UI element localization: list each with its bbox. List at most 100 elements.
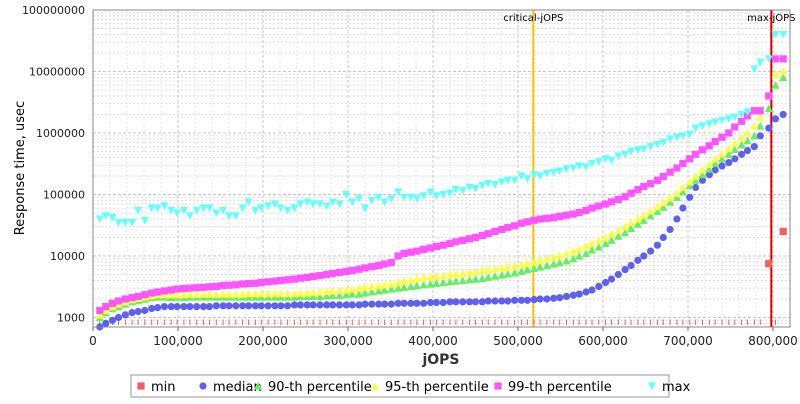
data-point-99-th-percentile xyxy=(595,202,603,210)
data-point-max xyxy=(192,206,201,215)
data-point-95-th-percentile xyxy=(95,310,104,319)
data-point-median xyxy=(504,297,512,305)
data-point-median xyxy=(368,300,376,308)
data-point-max xyxy=(779,30,788,39)
reference-line-label: max-jOPS xyxy=(747,13,795,24)
data-point-95-th-percentile xyxy=(296,288,305,297)
data-point-median xyxy=(148,304,156,313)
data-point-max xyxy=(594,158,603,166)
data-point-90-th-percentile xyxy=(587,245,597,254)
y-tick-label: 1000000 xyxy=(36,127,85,140)
data-point-median xyxy=(640,252,648,260)
data-point-90-th-percentile xyxy=(569,254,578,263)
legend-item-median: median xyxy=(199,380,262,395)
data-point-90-th-percentile xyxy=(503,269,512,278)
legend-label-max: max xyxy=(662,380,691,395)
data-point-median xyxy=(121,311,129,319)
data-point-max xyxy=(569,164,578,173)
data-point-median xyxy=(180,303,188,311)
data-point-99-th-percentile xyxy=(407,248,415,256)
data-point-max xyxy=(601,155,610,163)
data-point-99-th-percentile xyxy=(102,303,110,311)
data-point-99-th-percentile xyxy=(193,284,201,292)
data-point-max xyxy=(354,195,364,203)
data-point-95-th-percentile xyxy=(394,278,403,287)
data-point-95-th-percentile xyxy=(478,266,487,275)
data-point-max xyxy=(705,120,714,129)
data-point-99-th-percentile xyxy=(523,218,531,226)
data-point-99-th-percentile xyxy=(491,227,499,236)
data-point-90-th-percentile xyxy=(555,258,564,267)
data-point-median xyxy=(498,297,506,305)
data-point-median xyxy=(173,303,181,311)
data-point-99-th-percentile xyxy=(316,272,324,280)
data-point-max xyxy=(412,195,421,203)
data-point-99-th-percentile xyxy=(731,123,739,131)
data-point-99-th-percentile xyxy=(673,164,681,172)
data-point-99-th-percentile xyxy=(536,215,544,223)
data-points xyxy=(95,30,788,331)
data-point-95-th-percentile xyxy=(517,260,526,269)
data-point-max xyxy=(419,192,428,200)
data-point-99-th-percentile xyxy=(543,214,551,222)
data-point-median xyxy=(582,288,590,296)
data-point-max xyxy=(717,116,727,125)
data-point-99-th-percentile xyxy=(167,286,175,294)
data-point-95-th-percentile xyxy=(283,289,292,298)
data-point-median xyxy=(756,132,764,140)
data-point-90-th-percentile xyxy=(678,187,687,196)
data-point-median xyxy=(114,313,123,322)
data-point-90-th-percentile xyxy=(530,264,539,272)
data-point-median xyxy=(556,294,564,302)
data-point-max xyxy=(465,183,474,192)
data-point-95-th-percentile xyxy=(581,241,591,250)
data-point-90-th-percentile xyxy=(465,275,474,284)
data-point-99-th-percentile xyxy=(750,107,758,115)
data-point-99-th-percentile xyxy=(666,168,674,176)
data-point-median xyxy=(750,143,758,151)
x-tick-label: 200,000 xyxy=(238,334,288,348)
data-point-99-th-percentile xyxy=(738,117,746,125)
data-point-95-th-percentile xyxy=(426,272,435,281)
data-point-95-th-percentile xyxy=(328,286,337,295)
data-point-99-th-percentile xyxy=(309,272,317,280)
legend-label-90-th-percentile: 90-th percentile xyxy=(268,380,372,395)
data-point-median xyxy=(141,306,149,315)
data-point-95-th-percentile xyxy=(451,269,461,278)
data-point-max xyxy=(432,192,441,200)
data-point-99-th-percentile xyxy=(718,133,726,141)
data-point-max xyxy=(562,165,571,174)
data-point-99-th-percentile xyxy=(452,238,460,246)
data-point-max xyxy=(296,200,305,209)
plot-area-frame xyxy=(92,9,791,328)
data-point-99-th-percentile xyxy=(141,291,149,299)
data-point-max xyxy=(614,152,623,161)
data-point-median xyxy=(193,303,201,311)
data-point-99-th-percentile xyxy=(335,268,344,276)
data-point-99-th-percentile xyxy=(426,244,434,252)
data-point-median xyxy=(562,292,571,300)
data-point-99-th-percentile xyxy=(647,180,655,188)
data-point-99-th-percentile xyxy=(128,294,136,302)
data-point-median xyxy=(536,295,544,303)
data-point-median xyxy=(686,193,694,201)
data-point-max xyxy=(575,162,584,171)
data-point-max xyxy=(179,206,189,215)
data-point-max xyxy=(555,167,564,176)
data-point-median xyxy=(128,309,136,317)
reference-line-label: critical-jOPS xyxy=(503,13,563,24)
data-point-95-th-percentile xyxy=(173,290,182,299)
data-point-median xyxy=(725,159,733,167)
y-axis-label: Response time, usec xyxy=(13,101,28,235)
legend-item-min: min xyxy=(137,380,176,395)
data-point-median xyxy=(705,171,713,179)
data-point-median xyxy=(323,301,331,309)
data-point-99-th-percentile xyxy=(375,261,383,270)
data-point-99-th-percentile xyxy=(342,267,350,276)
data-point-99-th-percentile xyxy=(705,142,713,150)
y-tick-label: 100000 xyxy=(43,189,85,202)
series-max xyxy=(95,30,788,227)
data-point-min xyxy=(765,260,773,268)
data-point-max xyxy=(121,218,130,227)
data-point-max xyxy=(484,180,493,188)
